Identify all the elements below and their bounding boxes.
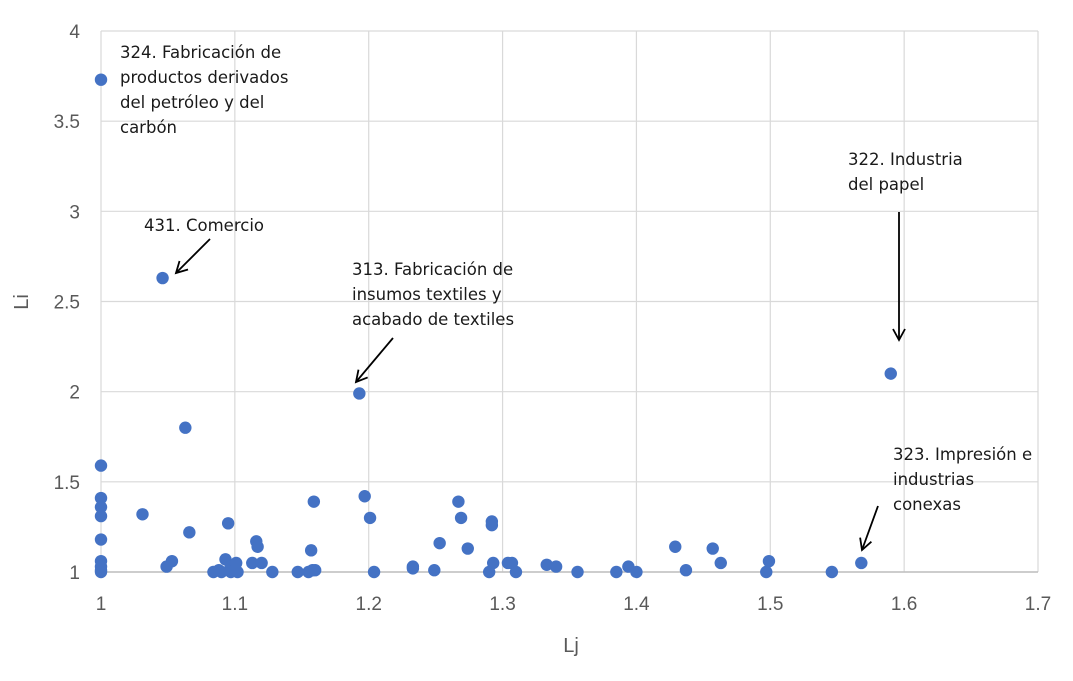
x-tick-label-0: 1 bbox=[96, 594, 107, 615]
x-tick-label-2: 1.2 bbox=[356, 594, 382, 615]
data-point-35 bbox=[304, 544, 318, 557]
data-point-64 bbox=[706, 542, 719, 555]
annotations: 324. Fabricación de productos derivados de… bbox=[120, 43, 1032, 514]
data-point-17 bbox=[183, 526, 196, 539]
data-point-30 bbox=[251, 540, 264, 553]
x-tick-label-6: 1.6 bbox=[891, 594, 917, 615]
annotation-2: 313. Fabricación de insumos textiles y aca… bbox=[352, 260, 514, 329]
data-point-27 bbox=[231, 565, 244, 579]
annotation-0-line-0: 324. Fabricación de bbox=[120, 43, 281, 62]
data-point-40 bbox=[363, 511, 377, 525]
data-point-51 bbox=[485, 518, 499, 532]
data-point-65 bbox=[714, 556, 727, 570]
data-point-38 bbox=[308, 563, 322, 577]
data-points bbox=[94, 73, 897, 579]
annotation-0-line-2: del petróleo y del bbox=[120, 93, 264, 112]
data-point-2 bbox=[179, 421, 192, 434]
annotation-4: 323. Impresión e industrias conexas bbox=[893, 445, 1032, 514]
data-point-1 bbox=[156, 271, 169, 285]
data-point-45 bbox=[433, 536, 446, 550]
y-tick-label-5: 3.5 bbox=[54, 112, 80, 133]
annotation-0-line-3: carbón bbox=[120, 118, 177, 137]
data-point-47 bbox=[454, 511, 468, 525]
data-point-55 bbox=[509, 565, 523, 579]
data-point-62 bbox=[669, 540, 682, 553]
x-tick-label-3: 1.3 bbox=[489, 594, 515, 615]
data-point-5 bbox=[94, 459, 108, 472]
data-point-22 bbox=[221, 517, 235, 530]
annotation-1-line-0: 431. Comercio bbox=[144, 216, 264, 235]
data-point-3 bbox=[353, 387, 366, 400]
y-tick-label-4: 3 bbox=[69, 202, 80, 223]
annotation-3-line-1: del papel bbox=[848, 175, 924, 194]
y-tick-labels: 1 1.5 2 2.5 3 3.5 4 bbox=[54, 22, 81, 584]
data-point-43 bbox=[406, 562, 420, 575]
y-tick-label-1: 1.5 bbox=[54, 473, 80, 494]
y-tick-label-6: 4 bbox=[69, 22, 80, 43]
data-point-66 bbox=[760, 565, 773, 579]
y-tick-label-3: 2.5 bbox=[54, 293, 80, 314]
x-tick-label-5: 1.5 bbox=[757, 594, 783, 615]
annotation-0: 324. Fabricación de productos derivados de… bbox=[120, 43, 288, 137]
data-point-14 bbox=[136, 508, 149, 521]
data-point-20 bbox=[215, 565, 228, 579]
annotation-2-line-0: 313. Fabricación de bbox=[352, 260, 513, 279]
data-point-69 bbox=[855, 556, 868, 570]
annotation-3: 322. Industria del papel bbox=[848, 150, 963, 194]
y-tick-label-2: 2 bbox=[69, 383, 80, 404]
data-point-63 bbox=[679, 563, 693, 577]
data-point-48 bbox=[461, 542, 474, 555]
x-axis-title: Lj bbox=[563, 635, 579, 657]
annotation-2-line-1: insumos textiles y bbox=[352, 285, 502, 304]
data-point-33 bbox=[291, 565, 304, 579]
arrow-313-textiles bbox=[354, 337, 394, 384]
data-point-39 bbox=[358, 490, 371, 503]
data-point-28 bbox=[246, 556, 259, 570]
data-point-58 bbox=[571, 565, 584, 579]
y-tick-label-0: 1 bbox=[69, 563, 80, 584]
annotation-2-line-2: acabado de textiles bbox=[352, 310, 514, 329]
data-point-4 bbox=[884, 367, 897, 380]
annotation-4-line-1: industrias bbox=[893, 470, 974, 489]
data-point-7 bbox=[94, 500, 108, 514]
annotation-4-line-0: 323. Impresión e bbox=[893, 445, 1032, 464]
x-tick-label-4: 1.4 bbox=[623, 594, 650, 615]
data-point-31 bbox=[255, 556, 268, 570]
data-point-61 bbox=[630, 565, 643, 579]
annotation-3-line-0: 322. Industria bbox=[848, 150, 963, 169]
data-point-57 bbox=[549, 560, 563, 573]
data-point-13 bbox=[94, 565, 108, 579]
data-point-59 bbox=[610, 565, 623, 579]
x-tick-labels: 1 1.1 1.2 1.3 1.4 1.5 1.6 1.7 bbox=[96, 594, 1052, 615]
data-point-68 bbox=[825, 565, 839, 579]
data-point-52 bbox=[487, 556, 500, 570]
gridlines bbox=[100, 30, 1039, 573]
data-point-44 bbox=[428, 563, 441, 577]
x-tick-label-7: 1.7 bbox=[1025, 594, 1051, 615]
data-point-37 bbox=[307, 495, 321, 508]
data-point-16 bbox=[165, 554, 179, 568]
arrow-431-comercio bbox=[174, 238, 211, 275]
annotation-arrows bbox=[174, 212, 906, 552]
data-point-0 bbox=[94, 73, 108, 86]
data-point-46 bbox=[452, 495, 465, 508]
data-point-32 bbox=[266, 565, 279, 579]
annotation-1: 431. Comercio bbox=[144, 216, 264, 235]
data-point-8 bbox=[94, 509, 108, 523]
annotation-0-line-1: productos derivados bbox=[120, 68, 288, 87]
y-axis-title: Li bbox=[11, 294, 33, 310]
data-point-67 bbox=[762, 554, 776, 568]
data-point-6 bbox=[94, 491, 108, 505]
data-point-41 bbox=[367, 565, 381, 579]
data-point-56 bbox=[540, 558, 553, 571]
x-tick-label-1: 1.1 bbox=[222, 594, 248, 615]
arrow-323-impresion bbox=[859, 505, 879, 552]
annotation-4-line-2: conexas bbox=[893, 495, 961, 514]
data-point-9 bbox=[94, 533, 108, 546]
